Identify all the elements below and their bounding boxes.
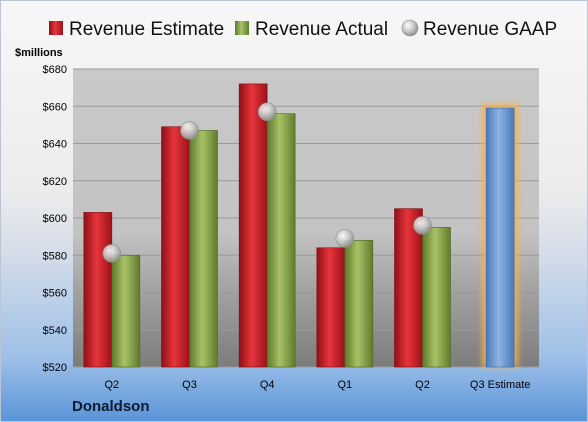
revenue-actual-bar xyxy=(189,130,218,368)
y-axis-unit-label: $millions xyxy=(15,47,63,59)
revenue-gaap-marker xyxy=(335,229,355,248)
revenue-gaap-marker xyxy=(413,216,432,235)
y-tick-label: $680 xyxy=(43,64,67,76)
legend-label: Revenue Actual xyxy=(255,19,388,40)
revenue-actual-bar xyxy=(344,240,374,368)
revenue-actual-bar xyxy=(266,113,296,368)
x-axis-ticks: Q2 Q3 Q4 Q1 Q2 Q3 Estimate xyxy=(104,379,530,391)
revenue-gaap-marker xyxy=(180,121,199,140)
y-axis-ticks: $520 $540 $560 $580 $600 $620 $640 $660 $680 xyxy=(43,64,67,374)
revenue-estimate-bar xyxy=(83,212,113,368)
revenue-actual-bar xyxy=(422,227,451,368)
x-tick-label: Q3 xyxy=(182,379,197,391)
y-tick-label: $660 xyxy=(43,101,67,113)
revenue-actual-bar xyxy=(111,254,141,368)
legend-label: Revenue Estimate xyxy=(69,19,224,40)
x-tick-label: Q2 xyxy=(104,379,119,391)
legend: Revenue Estimate Revenue Actual Revenue GA… xyxy=(49,19,557,40)
x-tick-label: Q3 Estimate xyxy=(470,379,531,391)
forecast-bar xyxy=(485,107,515,368)
x-tick-label: Q2 xyxy=(415,379,430,391)
bars xyxy=(83,83,519,368)
legend-label: Revenue GAAP xyxy=(423,19,557,40)
revenue-gaap-marker xyxy=(257,102,277,122)
revenue-estimate-bar xyxy=(238,83,268,368)
revenue-estimate-bar xyxy=(161,126,190,368)
gridlines xyxy=(73,68,539,368)
revenue-estimate-bar xyxy=(316,247,346,368)
legend-swatch xyxy=(49,21,63,35)
x-tick-label: Q4 xyxy=(260,379,275,391)
y-tick-label: $540 xyxy=(43,325,67,337)
y-tick-label: $580 xyxy=(43,250,67,262)
y-tick-label: $620 xyxy=(43,176,67,188)
revenue-gaap-marker xyxy=(102,244,122,263)
y-tick-label: $560 xyxy=(43,288,67,300)
company-name: Donaldson xyxy=(72,398,150,415)
y-tick-label: $520 xyxy=(43,362,67,374)
y-tick-label: $600 xyxy=(43,213,67,225)
revenue-estimate-bar xyxy=(394,208,423,368)
legend-swatch xyxy=(401,19,419,37)
legend-swatch xyxy=(235,21,249,35)
y-tick-label: $640 xyxy=(43,139,67,151)
x-tick-label: Q1 xyxy=(337,379,352,391)
